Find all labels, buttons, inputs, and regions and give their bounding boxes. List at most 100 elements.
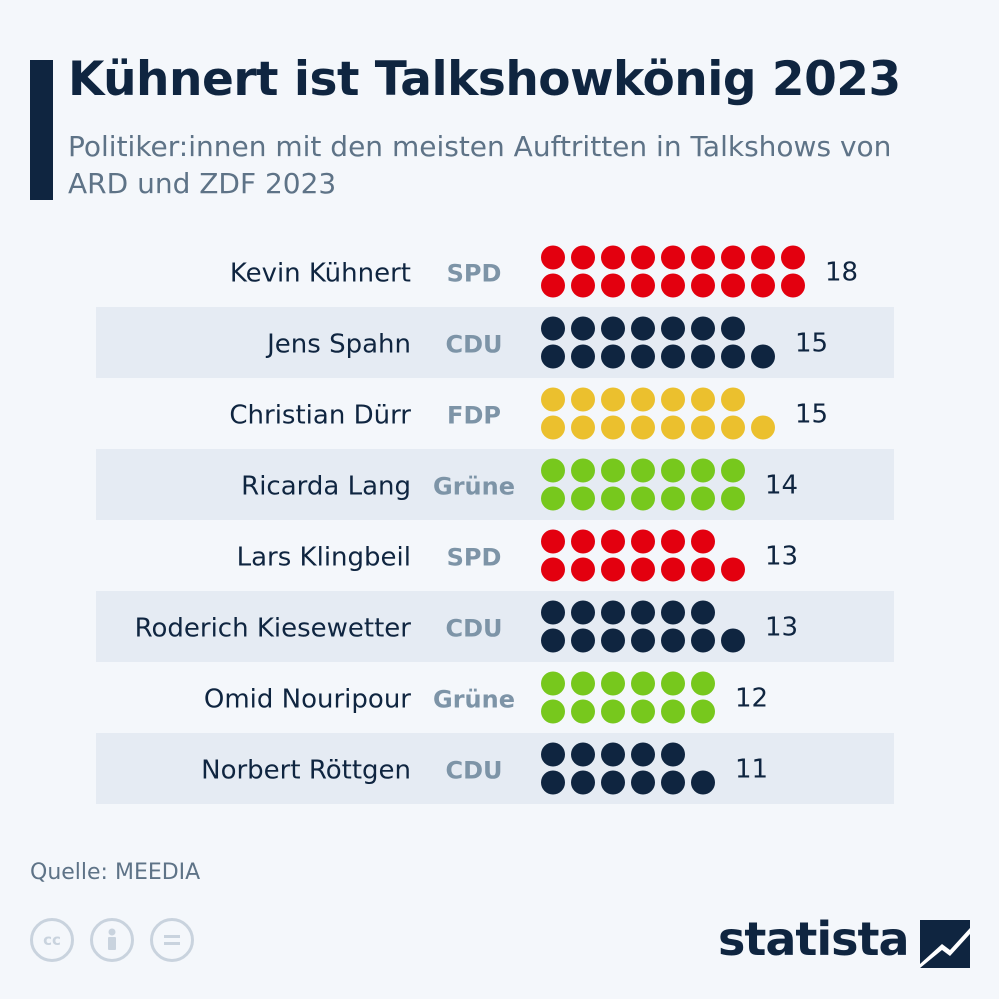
appearance-dot	[601, 344, 625, 369]
appearance-dot	[691, 699, 715, 724]
politician-name: Ricarda Lang	[241, 472, 411, 502]
appearance-dot	[631, 628, 655, 653]
appearance-dot	[601, 557, 625, 582]
politician-name: Lars Klingbeil	[237, 543, 411, 573]
cc-icon[interactable]: cc	[30, 918, 74, 962]
appearance-dot	[691, 316, 715, 341]
appearance-dot	[721, 316, 745, 341]
appearance-dot	[601, 387, 625, 412]
chart-title: Kühnert ist Talkshowkönig 2023	[68, 52, 901, 107]
statista-logo[interactable]: statista	[718, 912, 910, 966]
appearance-dot	[661, 671, 685, 696]
appearance-dot	[571, 557, 595, 582]
appearance-dot	[721, 245, 745, 270]
appearance-dot	[631, 671, 655, 696]
appearance-dot	[631, 742, 655, 767]
appearance-dot	[781, 273, 805, 298]
appearance-dot	[661, 770, 685, 795]
appearance-dot	[541, 486, 565, 511]
appearance-dot	[691, 671, 715, 696]
appearance-dot	[661, 387, 685, 412]
appearance-dot	[541, 529, 565, 554]
appearance-dot	[601, 671, 625, 696]
appearance-dot	[781, 245, 805, 270]
appearance-dot	[721, 628, 745, 653]
party-label: CDU	[445, 615, 502, 643]
appearance-dot	[721, 344, 745, 369]
politician-name: Omid Nouripour	[204, 685, 411, 715]
title-accent-bar	[30, 60, 53, 200]
appearance-dot	[631, 458, 655, 483]
appearance-dot	[571, 742, 595, 767]
value-label: 14	[765, 471, 798, 501]
appearance-dot	[661, 415, 685, 440]
appearance-dot	[541, 458, 565, 483]
appearance-dot	[541, 245, 565, 270]
appearance-dot	[571, 628, 595, 653]
value-label: 15	[795, 400, 828, 430]
appearance-dot	[541, 316, 565, 341]
appearance-dot	[721, 458, 745, 483]
appearance-dot	[691, 415, 715, 440]
appearance-dot	[751, 245, 775, 270]
politician-name: Kevin Kühnert	[230, 259, 411, 289]
appearance-dot	[601, 316, 625, 341]
appearance-dot	[691, 273, 715, 298]
attribution-icon[interactable]	[90, 918, 134, 962]
appearance-dot	[661, 699, 685, 724]
appearance-dot	[631, 699, 655, 724]
dot-chart: Kevin Kühnert SPD 18 Jens Spahn CDU 15 Christi…	[96, 245, 894, 804]
politician-name: Jens Spahn	[265, 330, 411, 360]
appearance-dot	[601, 486, 625, 511]
appearance-dot	[571, 458, 595, 483]
party-label: SPD	[447, 544, 502, 572]
value-label: 12	[735, 684, 768, 714]
party-label: CDU	[445, 331, 502, 359]
appearance-dot	[691, 245, 715, 270]
value-label: 15	[795, 329, 828, 359]
appearance-dot	[601, 742, 625, 767]
appearance-dot	[571, 245, 595, 270]
appearance-dot	[541, 387, 565, 412]
appearance-dot	[691, 557, 715, 582]
appearance-dot	[691, 600, 715, 625]
appearance-dot	[541, 600, 565, 625]
source-note: Quelle: MEEDIA	[30, 860, 201, 885]
chart-subtitle: Politiker:innen mit den meisten Auftritt…	[68, 130, 892, 200]
appearance-dot	[661, 529, 685, 554]
appearance-dot	[721, 557, 745, 582]
row-stripe	[96, 449, 894, 520]
no-derivatives-icon[interactable]	[150, 918, 194, 962]
party-label: Grüne	[433, 473, 515, 501]
appearance-dot	[601, 628, 625, 653]
appearance-dot	[691, 387, 715, 412]
appearance-dot	[691, 770, 715, 795]
appearance-dot	[601, 415, 625, 440]
appearance-dot	[631, 316, 655, 341]
appearance-dot	[661, 245, 685, 270]
appearance-dot	[631, 770, 655, 795]
appearance-dot	[601, 273, 625, 298]
value-label: 11	[735, 755, 768, 785]
appearance-dot	[631, 486, 655, 511]
appearance-dot	[571, 387, 595, 412]
appearance-dot	[541, 671, 565, 696]
politician-name: Roderich Kiesewetter	[135, 614, 412, 644]
row-stripe	[96, 733, 894, 804]
party-label: SPD	[447, 260, 502, 288]
appearance-dot	[571, 344, 595, 369]
appearance-dot	[661, 628, 685, 653]
appearance-dot	[571, 415, 595, 440]
appearance-dot	[661, 600, 685, 625]
appearance-dot	[721, 387, 745, 412]
value-label: 13	[765, 542, 798, 572]
appearance-dot	[631, 344, 655, 369]
appearance-dot	[541, 699, 565, 724]
appearance-dot	[601, 699, 625, 724]
appearance-dot	[541, 344, 565, 369]
appearance-dot	[721, 486, 745, 511]
value-label: 18	[825, 258, 858, 288]
appearance-dot	[571, 316, 595, 341]
appearance-dot	[631, 387, 655, 412]
appearance-dot	[571, 671, 595, 696]
